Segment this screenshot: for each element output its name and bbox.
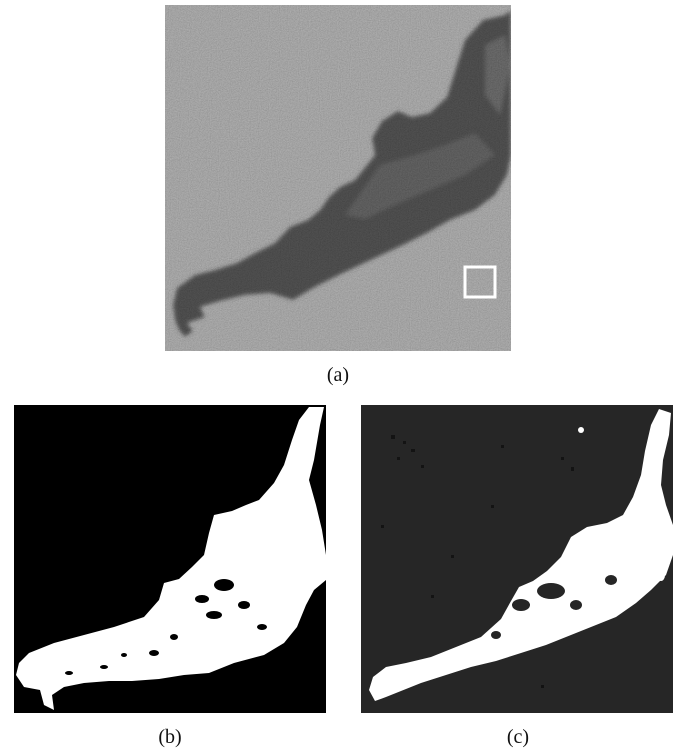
- segmentation-b-panel: [14, 405, 326, 713]
- segmented-slick-c: [369, 409, 673, 701]
- sar-image: [165, 5, 511, 351]
- segmentation-c: [361, 405, 673, 713]
- selection-box: [463, 265, 497, 299]
- segmentation-c-panel: [361, 405, 673, 713]
- segmentation-b: [14, 405, 326, 713]
- caption-c: (c): [506, 726, 530, 748]
- sar-image-panel: [165, 5, 511, 351]
- caption-a: (a): [326, 364, 350, 386]
- caption-b: (b): [158, 726, 182, 748]
- segmented-slick-b: [16, 407, 326, 710]
